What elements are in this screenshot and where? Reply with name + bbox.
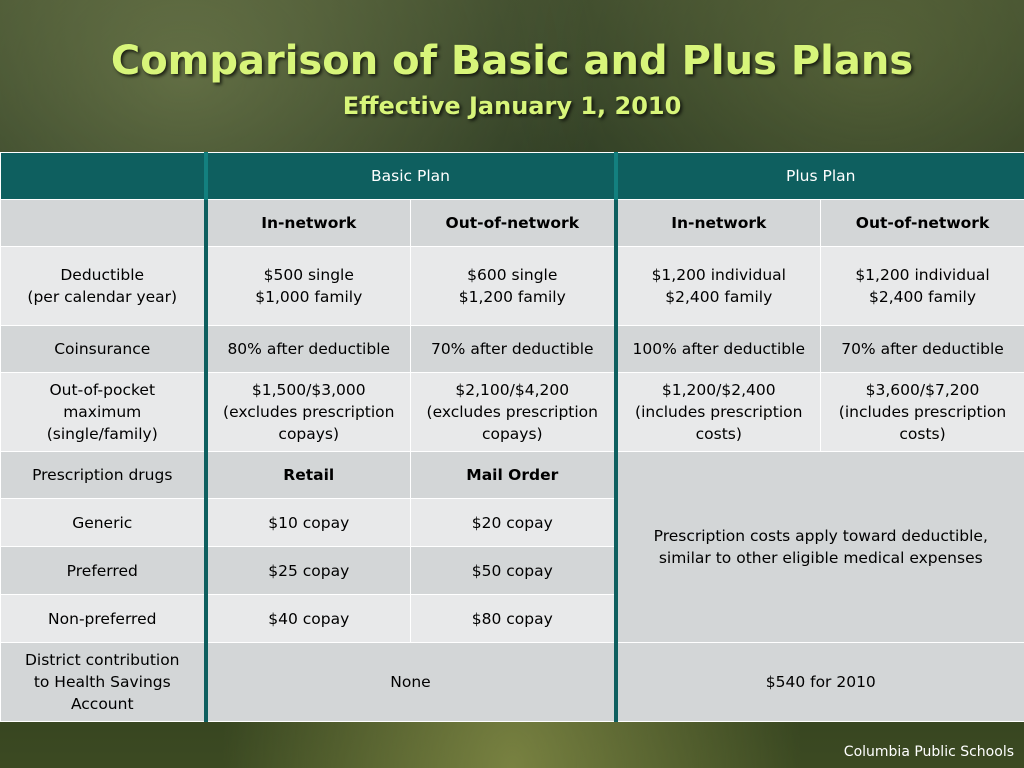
coinsurance-label: Coinsurance [0,325,206,373]
title-area: Comparison of Basic and Plus Plans Effec… [0,0,1024,150]
hsa-basic: None [203,642,617,722]
empty-header-cell [0,152,206,200]
rx-note-line: Prescription costs apply toward deductib… [653,527,988,545]
cell-line: $3,600/$7,200 [865,381,980,399]
cell-line: $2,100/$4,200 [455,381,570,399]
rx-tier-retail: $10 copay [203,498,411,547]
coinsurance-basic-out: 70% after deductible [409,325,617,373]
rx-label: Prescription drugs [0,451,206,499]
rx-tier-row: Generic $10 copay $20 copay [0,498,1024,547]
cell-line: $600 single [467,266,558,284]
cell-line: $2,400 family [869,288,977,306]
oop-basic-out: $2,100/$4,200 (excludes prescription cop… [409,372,617,452]
rx-tier-mail: $20 copay [409,498,617,547]
rx-mail-order-header: Mail Order [409,451,617,499]
hsa-label-line: Account [70,695,134,713]
deductible-basic-in: $500 single $1,000 family [203,246,411,326]
network-header-row: In-network Out-of-network In-network Out… [0,199,1024,247]
coinsurance-row: Coinsurance 80% after deductible 70% aft… [0,325,1024,373]
cell-line: (includes prescription [635,403,803,421]
cell-line: (includes prescription [838,403,1007,421]
oop-label: Out-of-pocket maximum (single/family) [0,372,206,452]
empty-network-cell [0,199,206,247]
cell-line: $2,400 family [665,288,773,306]
rx-tier-mail: $80 copay [409,594,617,643]
slide-subtitle: Effective January 1, 2010 [342,92,682,120]
oop-label-line: Out-of-pocket [49,381,156,399]
deductible-plus-out: $1,200 individual $2,400 family [820,246,1024,326]
basic-out-network-header: Out-of-network [409,199,617,247]
rx-tier-label: Non-preferred [0,594,206,643]
deductible-label-line: Deductible [60,266,145,284]
rx-tier-retail: $40 copay [203,594,411,643]
rx-note-line: similar to other eligible medical expens… [658,549,983,567]
oop-row: Out-of-pocket maximum (single/family) $1… [0,372,1024,452]
coinsurance-plus-in: 100% after deductible [613,325,822,373]
deductible-row: Deductible (per calendar year) $500 sing… [0,246,1024,326]
cell-line: $1,200/$2,400 [661,381,776,399]
hsa-row: District contribution to Health Savings … [0,642,1024,722]
deductible-label-line: (per calendar year) [27,288,178,306]
rx-tier-row: Preferred $25 copay $50 copay [0,546,1024,595]
cell-line: (excludes prescription [223,403,395,421]
coinsurance-plus-out: 70% after deductible [820,325,1024,373]
deductible-label: Deductible (per calendar year) [0,246,206,326]
slide-title: Comparison of Basic and Plus Plans [110,38,914,84]
footer-organization: Columbia Public Schools [843,744,1014,760]
cell-line: $1,000 family [255,288,363,306]
rx-tier-label: Preferred [0,546,206,595]
rx-tier-mail: $50 copay [409,546,617,595]
cell-line: $1,500/$3,000 [251,381,366,399]
oop-basic-in: $1,500/$3,000 (excludes prescription cop… [203,372,411,452]
hsa-plus: $540 for 2010 [613,642,1024,722]
coinsurance-basic-in: 80% after deductible [203,325,411,373]
plan-comparison-table: Basic Plan Plus Plan In-network Out-of-n… [0,152,1024,722]
cell-line: $1,200 family [458,288,566,306]
cell-line: $1,200 individual [855,266,990,284]
hsa-label: District contribution to Health Savings … [0,642,206,722]
cell-line: costs) [695,425,742,443]
plus-plan-header: Plus Plan [613,152,1024,200]
plus-in-network-header: In-network [613,199,822,247]
rx-tier-label: Generic [0,498,206,547]
deductible-basic-out: $600 single $1,200 family [409,246,617,326]
cell-line: copays) [278,425,340,443]
plan-header-row: Basic Plan Plus Plan [0,152,1024,200]
cell-line: $1,200 individual [651,266,786,284]
basic-plan-header: Basic Plan [203,152,617,200]
oop-plus-out: $3,600/$7,200 (includes prescription cos… [820,372,1024,452]
cell-line: (excludes prescription [426,403,598,421]
basic-in-network-header: In-network [203,199,411,247]
oop-plus-in: $1,200/$2,400 (includes prescription cos… [613,372,822,452]
cell-line: copays) [481,425,543,443]
oop-label-line: maximum [63,403,142,421]
hsa-label-line: to Health Savings [33,673,171,691]
rx-tier-retail: $25 copay [203,546,411,595]
hsa-label-line: District contribution [24,651,180,669]
oop-label-line: (single/family) [46,425,158,443]
deductible-plus-in: $1,200 individual $2,400 family [613,246,822,326]
rx-header-row: Prescription drugs Retail Mail Order Pre… [0,451,1024,643]
rx-tier-row: Non-preferred $40 copay $80 copay [0,594,1024,643]
rx-plus-note: Prescription costs apply toward deductib… [613,451,1024,643]
plus-out-network-header: Out-of-network [820,199,1024,247]
cell-line: $500 single [263,266,354,284]
cell-line: costs) [899,425,946,443]
rx-retail-header: Retail [203,451,411,499]
